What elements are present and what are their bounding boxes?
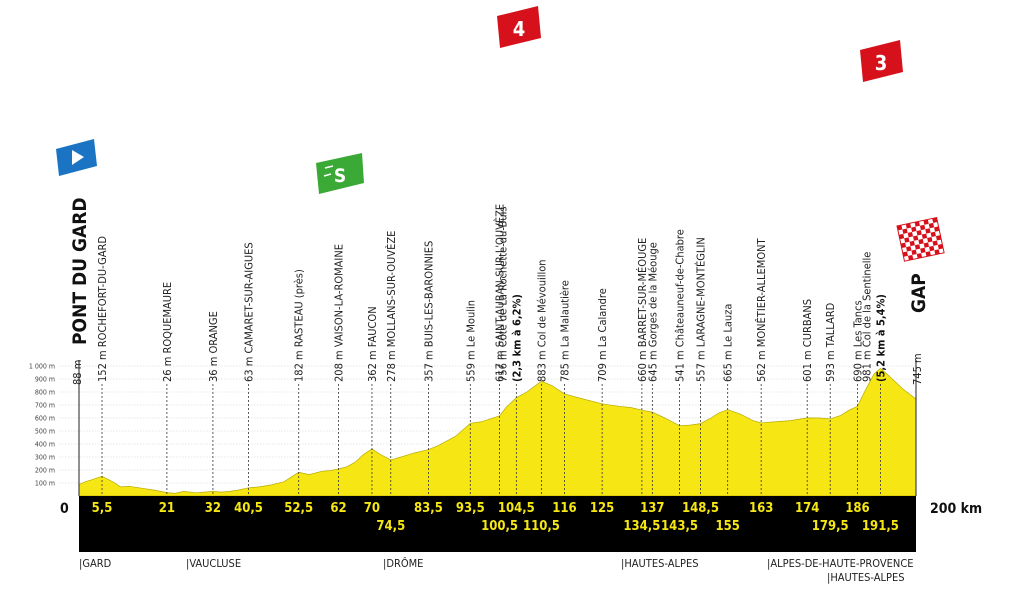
elevation-area xyxy=(78,368,917,497)
km-marker: 191,5 xyxy=(862,519,899,534)
km-marker: 116 xyxy=(552,501,576,516)
waypoint-label: 541 m Châteauneuf-de-Chabre xyxy=(674,229,687,382)
y-tick-label: 400 m xyxy=(35,441,55,449)
waypoint-label: 557 m LARAGNE-MONTÉGLIN xyxy=(695,237,708,382)
department-gard: |GARD xyxy=(79,557,112,570)
y-tick-label: 600 m xyxy=(35,415,55,423)
total-distance-label: 200 km xyxy=(930,501,982,517)
waypoint-label: (5,2 km à 5,4%) xyxy=(874,294,887,382)
svg-text:3: 3 xyxy=(875,51,888,75)
km-marker: 21 xyxy=(159,501,175,516)
waypoint-label: 362 m FAUCON xyxy=(366,306,379,382)
finish-city: GAP xyxy=(908,273,930,313)
km-marker: 137 xyxy=(640,501,664,516)
department-vaucluse: |VAUCLUSE xyxy=(186,557,241,570)
waypoint-label: 601 m CURBANS xyxy=(801,299,814,382)
km-marker: 62 xyxy=(330,501,346,516)
waypoint-label: 756 m Côte de La Rochette-du-Buis xyxy=(496,207,509,382)
km-markers-top: 5,5 21 32 40,5 52,5 62 70 83,5 93,5 104,5 116 125 13… xyxy=(92,501,870,516)
start-city: PONT DU GARD xyxy=(69,197,91,345)
waypoint-labels: 152 m ROCHEFORT-DU-GARD 26 m ROQUEMAURE 36… xyxy=(96,204,887,382)
finish-altitude: 745 m xyxy=(911,353,924,385)
start-flag-icon xyxy=(56,139,97,176)
km-marker: 5,5 xyxy=(92,501,113,516)
y-tick-label: 900 m xyxy=(35,376,55,384)
km-marker: 125 xyxy=(590,501,614,516)
department-drome: |DRÔME xyxy=(383,557,423,570)
waypoint-label: 152 m ROCHEFORT-DU-GARD xyxy=(96,236,109,382)
km-marker: 148,5 xyxy=(682,501,719,516)
start-km-label: 0 xyxy=(60,501,69,517)
km-marker: 110,5 xyxy=(523,519,560,534)
km-marker: 179,5 xyxy=(812,519,849,534)
climb-badge-cat4: 4 xyxy=(497,6,541,48)
waypoint-label: 562 m MONÊTIER-ALLEMONT xyxy=(755,237,768,382)
waypoint-label: 665 m Le Lauza xyxy=(722,304,735,382)
waypoint-label: 26 m ROQUEMAURE xyxy=(161,282,174,382)
y-tick-label: 300 m xyxy=(35,454,55,462)
waypoint-label: 593 m TALLARD xyxy=(824,302,837,382)
y-tick-label: 200 m xyxy=(35,467,55,475)
km-marker: 52,5 xyxy=(284,501,313,516)
km-marker: 74,5 xyxy=(376,519,405,534)
waypoint-label: 883 m Col de Mévouillon xyxy=(535,259,548,382)
km-marker: 32 xyxy=(205,501,221,516)
department-alpes-de-haute-provence: |ALPES-DE-HAUTE-PROVENCE xyxy=(767,557,913,570)
finish-flag-icon xyxy=(896,216,945,262)
climb-badge-cat3: 3 xyxy=(860,40,903,82)
km-marker: 155 xyxy=(715,519,739,534)
y-tick-label: 500 m xyxy=(35,428,55,436)
waypoint-label: 645 m Gorges de la Méouge xyxy=(646,242,659,382)
km-marker: 70 xyxy=(364,501,380,516)
km-marker: 134,5 xyxy=(623,519,660,534)
y-tick-label: 1 000 m xyxy=(29,363,55,371)
km-markers-bottom: 74,5 100,5 110,5 134,5 143,5 155 179,5 191,5 xyxy=(376,519,899,534)
y-tick-label: 800 m xyxy=(35,389,55,397)
waypoint-label: 981 m Col de la Sentinelle xyxy=(860,252,873,382)
waypoint-label: 559 m Le Moulin xyxy=(464,300,477,382)
svg-text:S: S xyxy=(334,165,346,187)
km-marker: 83,5 xyxy=(414,501,443,516)
waypoint-label: 709 m La Calandre xyxy=(596,288,609,382)
waypoint-lines xyxy=(101,384,881,496)
waypoint-label: (2,3 km à 6,2%) xyxy=(510,294,523,382)
waypoint-label: 36 m ORANGE xyxy=(207,311,220,382)
km-marker: 186 xyxy=(845,501,869,516)
km-marker: 143,5 xyxy=(661,519,698,534)
department-hautes-alpes: |HAUTES-ALPES xyxy=(621,557,698,570)
km-band xyxy=(79,496,916,552)
waypoint-label: 208 m VAISON-LA-ROMAINE xyxy=(333,244,346,382)
km-marker: 163 xyxy=(749,501,773,516)
sprint-icon: S xyxy=(316,153,364,194)
y-tick-label: 100 m xyxy=(35,480,55,488)
km-marker: 174 xyxy=(795,501,819,516)
waypoint-label: 785 m La Malautière xyxy=(559,280,572,382)
km-marker: 104,5 xyxy=(498,501,535,516)
start-altitude: 88 m xyxy=(71,360,84,385)
km-marker: 93,5 xyxy=(456,501,485,516)
waypoint-label: 690 m Les Tancs xyxy=(851,300,864,382)
waypoint-label: 278 m MOLLANS-SUR-OUVÈZE xyxy=(385,231,398,382)
waypoint-label: 660 m BARRET-SUR-MÉOUGE xyxy=(636,238,649,382)
waypoint-label: 357 m BUIS-LES-BARONNIES xyxy=(422,241,435,382)
km-marker: 100,5 xyxy=(481,519,518,534)
svg-text:4: 4 xyxy=(513,17,526,41)
km-marker: 40,5 xyxy=(234,501,263,516)
y-tick-label: 700 m xyxy=(35,402,55,410)
waypoint-label: 182 m RASTEAU (près) xyxy=(293,269,306,382)
waypoint-label: 63 m CAMARET-SUR-AIGUES xyxy=(243,242,256,382)
waypoint-label: 617 m SAINT-AUBAN-SUR-L'OUVÈZE xyxy=(494,204,507,382)
department-hautes-alpes-2: |HAUTES-ALPES xyxy=(827,571,904,584)
departments: |GARD |VAUCLUSE |DRÔME |HAUTES-ALPES |AL… xyxy=(79,557,913,584)
